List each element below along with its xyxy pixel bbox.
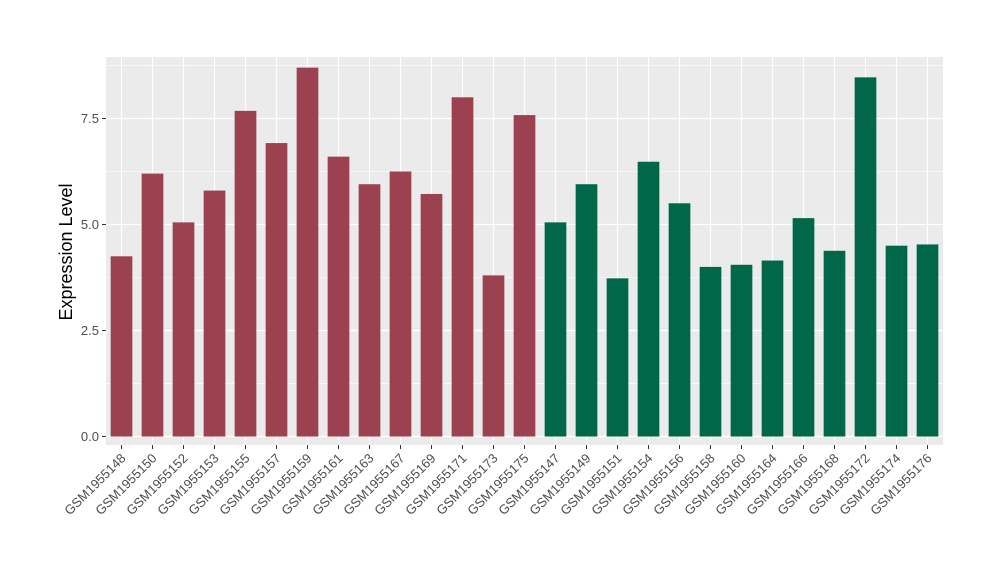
bar-GSM1955172 (854, 77, 877, 437)
bars (110, 67, 939, 437)
y-tick-label: 0.0 (81, 429, 99, 444)
bar-GSM1955167 (389, 171, 412, 437)
bar-GSM1955148 (110, 256, 133, 437)
bar-GSM1955156 (668, 203, 691, 437)
bar-GSM1955175 (513, 115, 536, 437)
bar-GSM1955161 (327, 156, 350, 437)
y-tick-label: 7.5 (81, 111, 99, 126)
bar-GSM1955160 (730, 264, 753, 437)
bar-GSM1955150 (141, 173, 164, 437)
bar-GSM1955176 (916, 244, 939, 437)
bar-GSM1955166 (792, 218, 815, 437)
bar-GSM1955153 (203, 190, 226, 437)
bar-GSM1955168 (823, 250, 846, 437)
bar-GSM1955152 (172, 222, 195, 437)
bar-GSM1955159 (296, 67, 319, 437)
bar-GSM1955163 (358, 184, 381, 437)
bar-GSM1955147 (544, 222, 567, 437)
bar-GSM1955169 (420, 193, 443, 437)
bar-GSM1955173 (482, 275, 505, 437)
bar-GSM1955171 (451, 97, 474, 437)
y-axis-title: Expression Level (56, 183, 76, 320)
bar-GSM1955157 (265, 143, 288, 437)
y-tick-label: 2.5 (81, 323, 99, 338)
y-tick-label: 5.0 (81, 217, 99, 232)
bar-GSM1955154 (637, 161, 660, 437)
bar-GSM1955151 (606, 278, 629, 437)
bar-GSM1955149 (575, 184, 598, 437)
bar-GSM1955158 (699, 266, 722, 437)
bar-GSM1955174 (885, 245, 908, 437)
bar-GSM1955164 (761, 260, 784, 437)
bar-GSM1955155 (234, 110, 257, 437)
